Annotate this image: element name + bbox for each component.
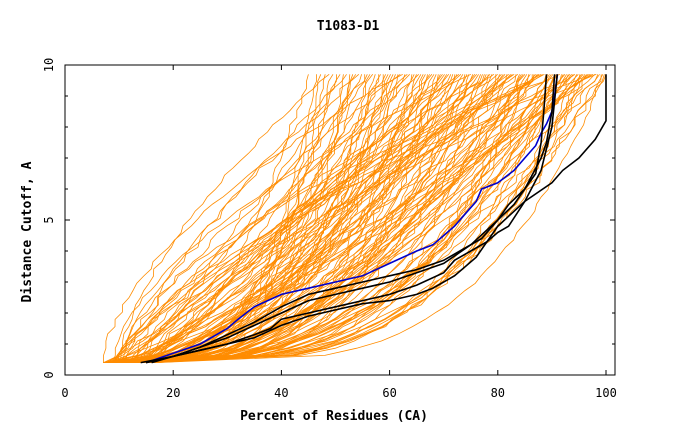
x-tick-label: 60 bbox=[382, 386, 396, 400]
model-curve bbox=[114, 73, 509, 363]
model-curve bbox=[106, 74, 571, 363]
model-curve bbox=[113, 73, 543, 363]
model-curve bbox=[147, 73, 576, 363]
y-tick-label: 5 bbox=[42, 216, 56, 223]
model-curve bbox=[136, 74, 394, 363]
model-curve bbox=[143, 74, 437, 363]
model-curve bbox=[126, 73, 360, 363]
highlight-curve bbox=[145, 74, 548, 364]
highlight-curve bbox=[140, 74, 559, 364]
model-curve bbox=[105, 73, 594, 363]
model-curve bbox=[156, 74, 605, 363]
model-curve bbox=[113, 74, 347, 363]
model-curve bbox=[132, 74, 354, 363]
model-curve bbox=[120, 73, 330, 363]
model-curve bbox=[136, 74, 528, 363]
model-curve bbox=[131, 74, 566, 363]
model-curve bbox=[119, 74, 602, 363]
x-tick-label: 100 bbox=[595, 386, 617, 400]
model-curve bbox=[156, 74, 511, 363]
model-curve bbox=[119, 74, 579, 363]
model-curve bbox=[124, 74, 599, 363]
model-curve bbox=[128, 74, 458, 363]
model-curve bbox=[120, 74, 562, 363]
model-curve bbox=[155, 74, 550, 363]
model-curve bbox=[129, 74, 326, 363]
y-axis-ticks: 0 5 10 bbox=[42, 58, 615, 379]
model-curve bbox=[129, 73, 460, 363]
model-curve bbox=[137, 73, 540, 363]
x-tick-label: 20 bbox=[166, 386, 180, 400]
model-curve bbox=[108, 74, 536, 363]
model-curve bbox=[149, 74, 564, 363]
x-tick-label: 40 bbox=[274, 386, 288, 400]
model-curve bbox=[154, 74, 607, 363]
model-curve bbox=[108, 74, 554, 363]
y-tick-label: 10 bbox=[42, 58, 56, 72]
model-curve bbox=[109, 74, 584, 363]
model-curve bbox=[112, 74, 410, 363]
model-curve bbox=[130, 73, 498, 363]
y-axis-label: Distance Cutoff, A bbox=[20, 161, 35, 302]
model-curve bbox=[121, 74, 478, 363]
model-curve bbox=[117, 73, 403, 363]
model-curve bbox=[106, 74, 368, 363]
model-curve bbox=[143, 73, 545, 363]
model-curve bbox=[105, 74, 572, 363]
model-curve bbox=[140, 74, 448, 363]
y-tick-label: 0 bbox=[42, 371, 56, 378]
model-curve bbox=[128, 74, 366, 363]
highlighted-model-curves bbox=[140, 74, 607, 364]
model-curve bbox=[120, 74, 574, 363]
model-curve bbox=[113, 74, 533, 363]
model-curve bbox=[103, 73, 401, 363]
model-curve bbox=[137, 73, 408, 363]
x-axis-ticks: 0 20 40 60 80 100 bbox=[61, 65, 617, 400]
model-curve bbox=[133, 74, 468, 363]
model-curve bbox=[120, 73, 560, 363]
model-curve bbox=[155, 74, 524, 363]
model-curve bbox=[125, 74, 399, 363]
highlight-curve bbox=[151, 74, 607, 364]
model-curve bbox=[127, 74, 493, 363]
model-curve bbox=[115, 73, 590, 363]
model-curve bbox=[130, 74, 419, 363]
highlight-curve bbox=[145, 74, 556, 364]
model-curve bbox=[112, 73, 472, 363]
x-tick-label: 80 bbox=[491, 386, 505, 400]
x-axis-label: Percent of Residues (CA) bbox=[240, 409, 428, 424]
highlight-curve bbox=[145, 74, 559, 364]
model-curve bbox=[103, 74, 479, 363]
model-curve bbox=[116, 73, 542, 363]
model-curve bbox=[146, 73, 597, 363]
model-curve bbox=[140, 74, 462, 363]
x-tick-label: 0 bbox=[61, 386, 68, 400]
model-curve bbox=[122, 74, 506, 363]
model-curve bbox=[145, 73, 515, 363]
model-curve bbox=[152, 74, 595, 363]
chart-title: T1083-D1 bbox=[317, 19, 380, 34]
